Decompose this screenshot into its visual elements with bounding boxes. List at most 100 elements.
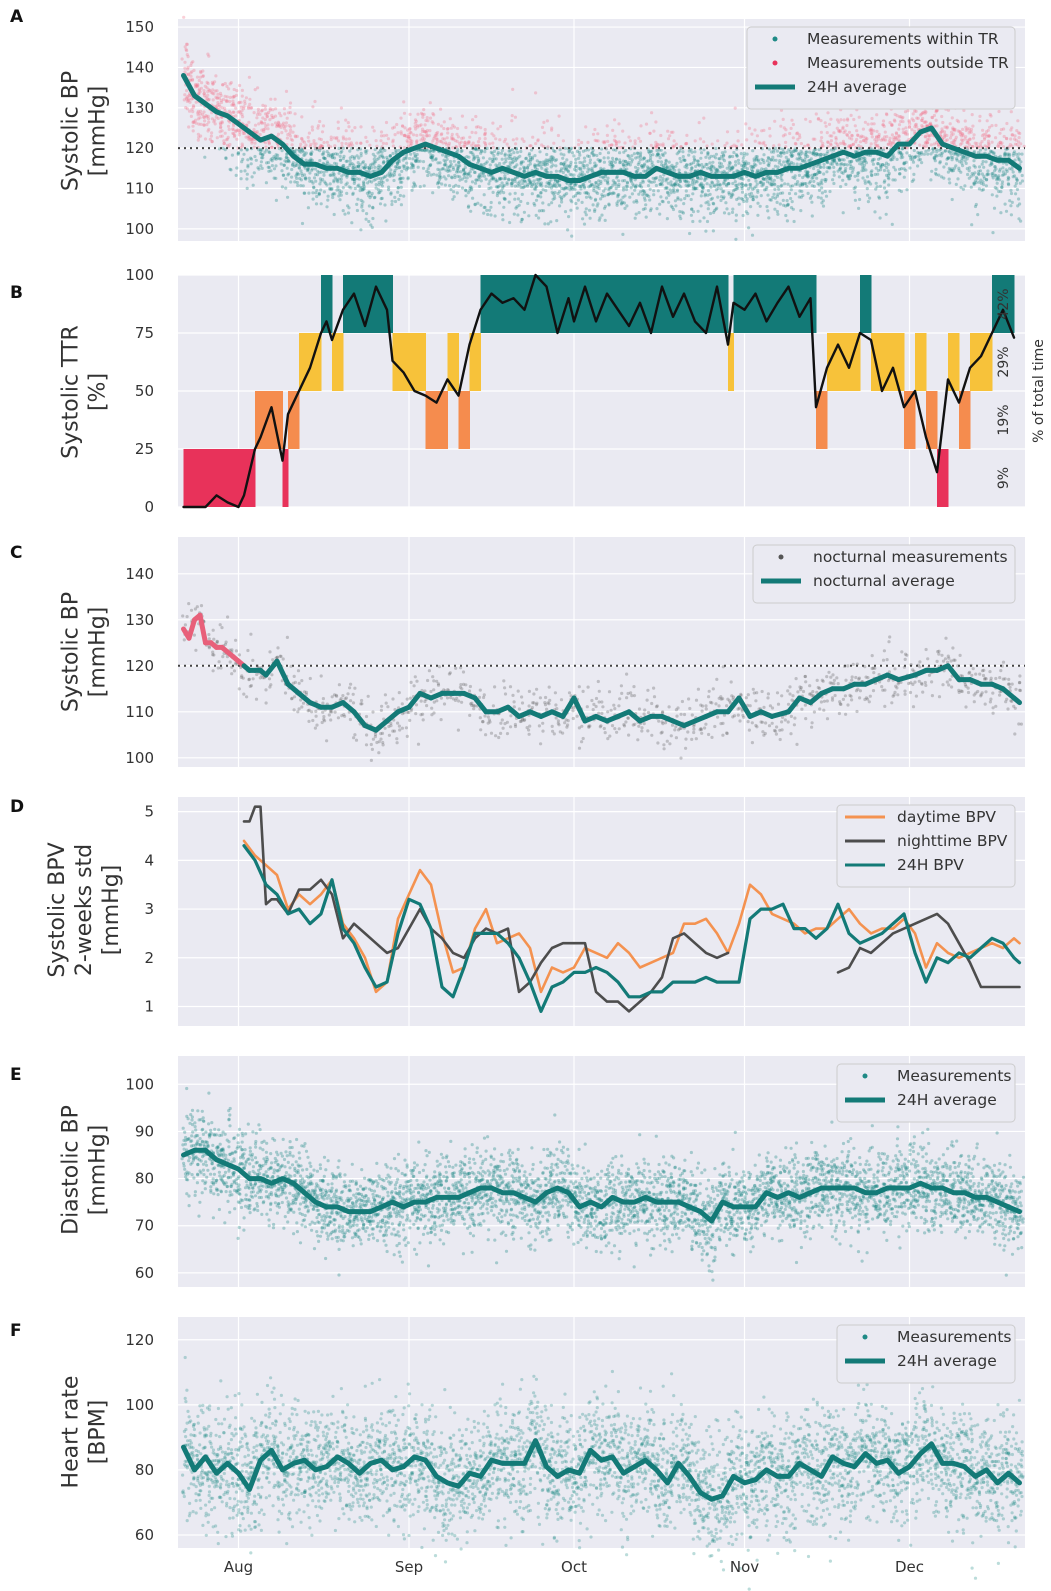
scatter-point <box>311 105 315 109</box>
scatter-point <box>773 164 778 168</box>
scatter-point <box>344 137 348 141</box>
scatter-point <box>510 161 514 165</box>
scatter-point <box>399 203 403 207</box>
scatter-point <box>549 220 553 224</box>
scatter-point <box>371 206 375 210</box>
scatter-point <box>323 719 327 723</box>
scatter-point <box>766 163 770 167</box>
scatter-point <box>940 127 944 131</box>
scatter-point <box>883 138 888 142</box>
scatter-point <box>847 130 852 134</box>
scatter-point <box>683 158 687 162</box>
scatter-point <box>398 173 402 177</box>
scatter-point <box>775 209 780 214</box>
scatter-point <box>231 103 235 107</box>
scatter-point <box>1014 181 1019 185</box>
scatter-point <box>483 137 487 141</box>
scatter-point <box>207 637 211 641</box>
scatter-point <box>273 157 277 161</box>
scatter-point <box>897 134 901 138</box>
scatter-point <box>756 201 760 205</box>
ttr-band-bar <box>893 333 905 391</box>
scatter-point <box>750 233 755 237</box>
scatter-point <box>312 176 317 180</box>
scatter-point <box>745 138 749 142</box>
scatter-point <box>300 221 305 226</box>
scatter-point <box>284 160 289 164</box>
scatter-point <box>580 140 584 145</box>
scatter-point <box>582 164 586 168</box>
scatter-point <box>258 152 262 156</box>
y-tick-label: 150 <box>125 18 154 36</box>
scatter-point <box>855 129 859 133</box>
scatter-point <box>500 181 504 185</box>
scatter-point <box>292 164 296 168</box>
scatter-point <box>777 143 781 147</box>
scatter-point <box>705 162 709 167</box>
scatter-point <box>469 188 474 192</box>
scatter-point <box>821 144 825 148</box>
scatter-point <box>622 201 627 205</box>
scatter-point <box>199 71 203 75</box>
scatter-point <box>284 186 288 190</box>
scatter-point <box>192 105 196 109</box>
scatter-point <box>825 131 829 135</box>
scatter-point <box>819 130 824 134</box>
scatter-point <box>221 83 225 87</box>
scatter-point <box>318 119 322 124</box>
scatter-point <box>314 714 318 718</box>
scatter-point <box>498 184 502 188</box>
scatter-point <box>853 190 857 194</box>
scatter-point <box>673 182 678 186</box>
scatter-point <box>447 174 451 178</box>
scatter-point <box>239 105 243 109</box>
scatter-point <box>690 150 694 154</box>
scatter-point <box>368 196 372 200</box>
scatter-point <box>290 143 294 147</box>
scatter-point <box>250 139 254 143</box>
scatter-point <box>606 151 611 155</box>
scatter-point <box>706 153 710 157</box>
ttr-band-bar <box>194 449 206 507</box>
scatter-point <box>636 166 640 171</box>
scatter-point <box>236 151 240 155</box>
scatter-point <box>407 156 412 161</box>
scatter-point <box>402 111 407 115</box>
scatter-point <box>271 658 275 662</box>
scatter-point <box>266 123 270 127</box>
scatter-point <box>357 177 361 181</box>
scatter-point <box>820 186 824 190</box>
scatter-point <box>591 132 596 136</box>
scatter-point <box>259 152 263 156</box>
scatter-point <box>360 161 364 165</box>
scatter-point <box>448 169 452 173</box>
scatter-point <box>919 112 924 116</box>
scatter-point <box>194 118 198 122</box>
scatter-point <box>190 107 194 111</box>
scatter-point <box>203 84 207 88</box>
scatter-point <box>522 167 527 171</box>
scatter-point <box>781 191 785 195</box>
scatter-point <box>211 82 215 86</box>
scatter-point <box>638 153 643 157</box>
scatter-point <box>652 180 656 184</box>
scatter-point <box>399 130 403 134</box>
scatter-point <box>667 160 671 164</box>
scatter-point <box>496 151 500 155</box>
scatter-point <box>306 709 310 713</box>
scatter-point <box>680 210 684 214</box>
scatter-point <box>192 633 196 637</box>
scatter-point <box>216 101 220 105</box>
scatter-point <box>413 184 418 188</box>
scatter-point <box>574 161 578 165</box>
scatter-point <box>563 146 567 150</box>
scatter-point <box>311 181 315 185</box>
scatter-point <box>277 121 281 125</box>
scatter-point <box>577 156 581 160</box>
scatter-point <box>990 140 994 144</box>
scatter-point <box>723 144 727 148</box>
scatter-point <box>647 194 651 198</box>
scatter-point <box>218 623 222 627</box>
scatter-point <box>403 126 407 130</box>
scatter-point <box>734 213 739 217</box>
